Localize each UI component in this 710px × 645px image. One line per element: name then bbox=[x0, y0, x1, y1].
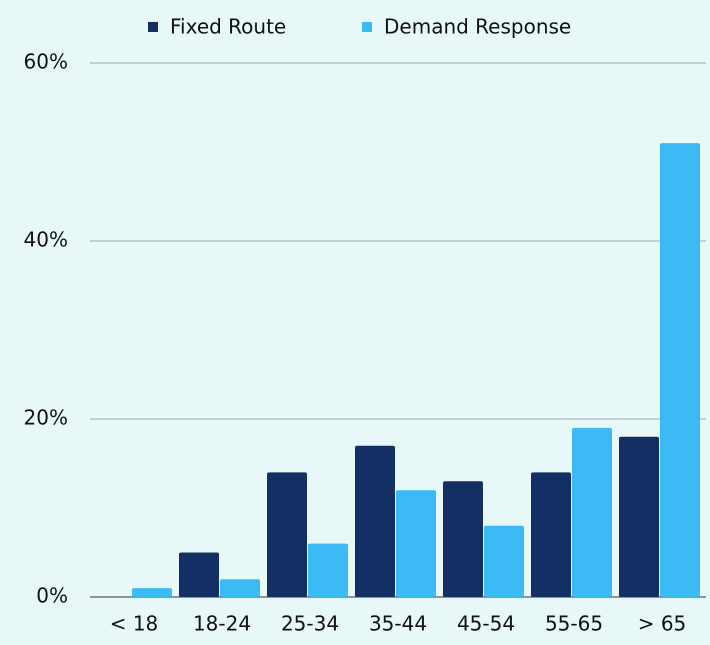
bar bbox=[484, 525, 524, 597]
x-tick-label: 45-54 bbox=[457, 612, 515, 636]
bar bbox=[355, 445, 395, 597]
x-tick-label: 55-65 bbox=[545, 612, 603, 636]
legend-label: Demand Response bbox=[384, 15, 571, 39]
bar bbox=[220, 579, 260, 597]
legend-label: Fixed Route bbox=[170, 15, 286, 39]
bar bbox=[132, 588, 172, 597]
bar bbox=[660, 143, 700, 597]
x-tick-label: 35-44 bbox=[369, 612, 427, 636]
bar bbox=[619, 436, 659, 597]
y-tick-label: 60% bbox=[24, 50, 68, 74]
x-tick-label: 18-24 bbox=[193, 612, 251, 636]
bar bbox=[396, 490, 436, 597]
bar bbox=[572, 427, 612, 597]
y-tick-label: 20% bbox=[24, 406, 68, 430]
y-tick-label: 40% bbox=[24, 228, 68, 252]
x-tick-label: < 18 bbox=[110, 612, 159, 636]
bar bbox=[179, 552, 219, 597]
x-tick-label: > 65 bbox=[638, 612, 687, 636]
bar bbox=[267, 472, 307, 597]
x-tick-label: 25-34 bbox=[281, 612, 339, 636]
bar bbox=[443, 481, 483, 597]
bar bbox=[308, 543, 348, 597]
y-tick-label: 0% bbox=[36, 584, 68, 608]
legend-swatch bbox=[362, 22, 372, 32]
bar bbox=[531, 472, 571, 597]
legend-swatch bbox=[148, 22, 158, 32]
